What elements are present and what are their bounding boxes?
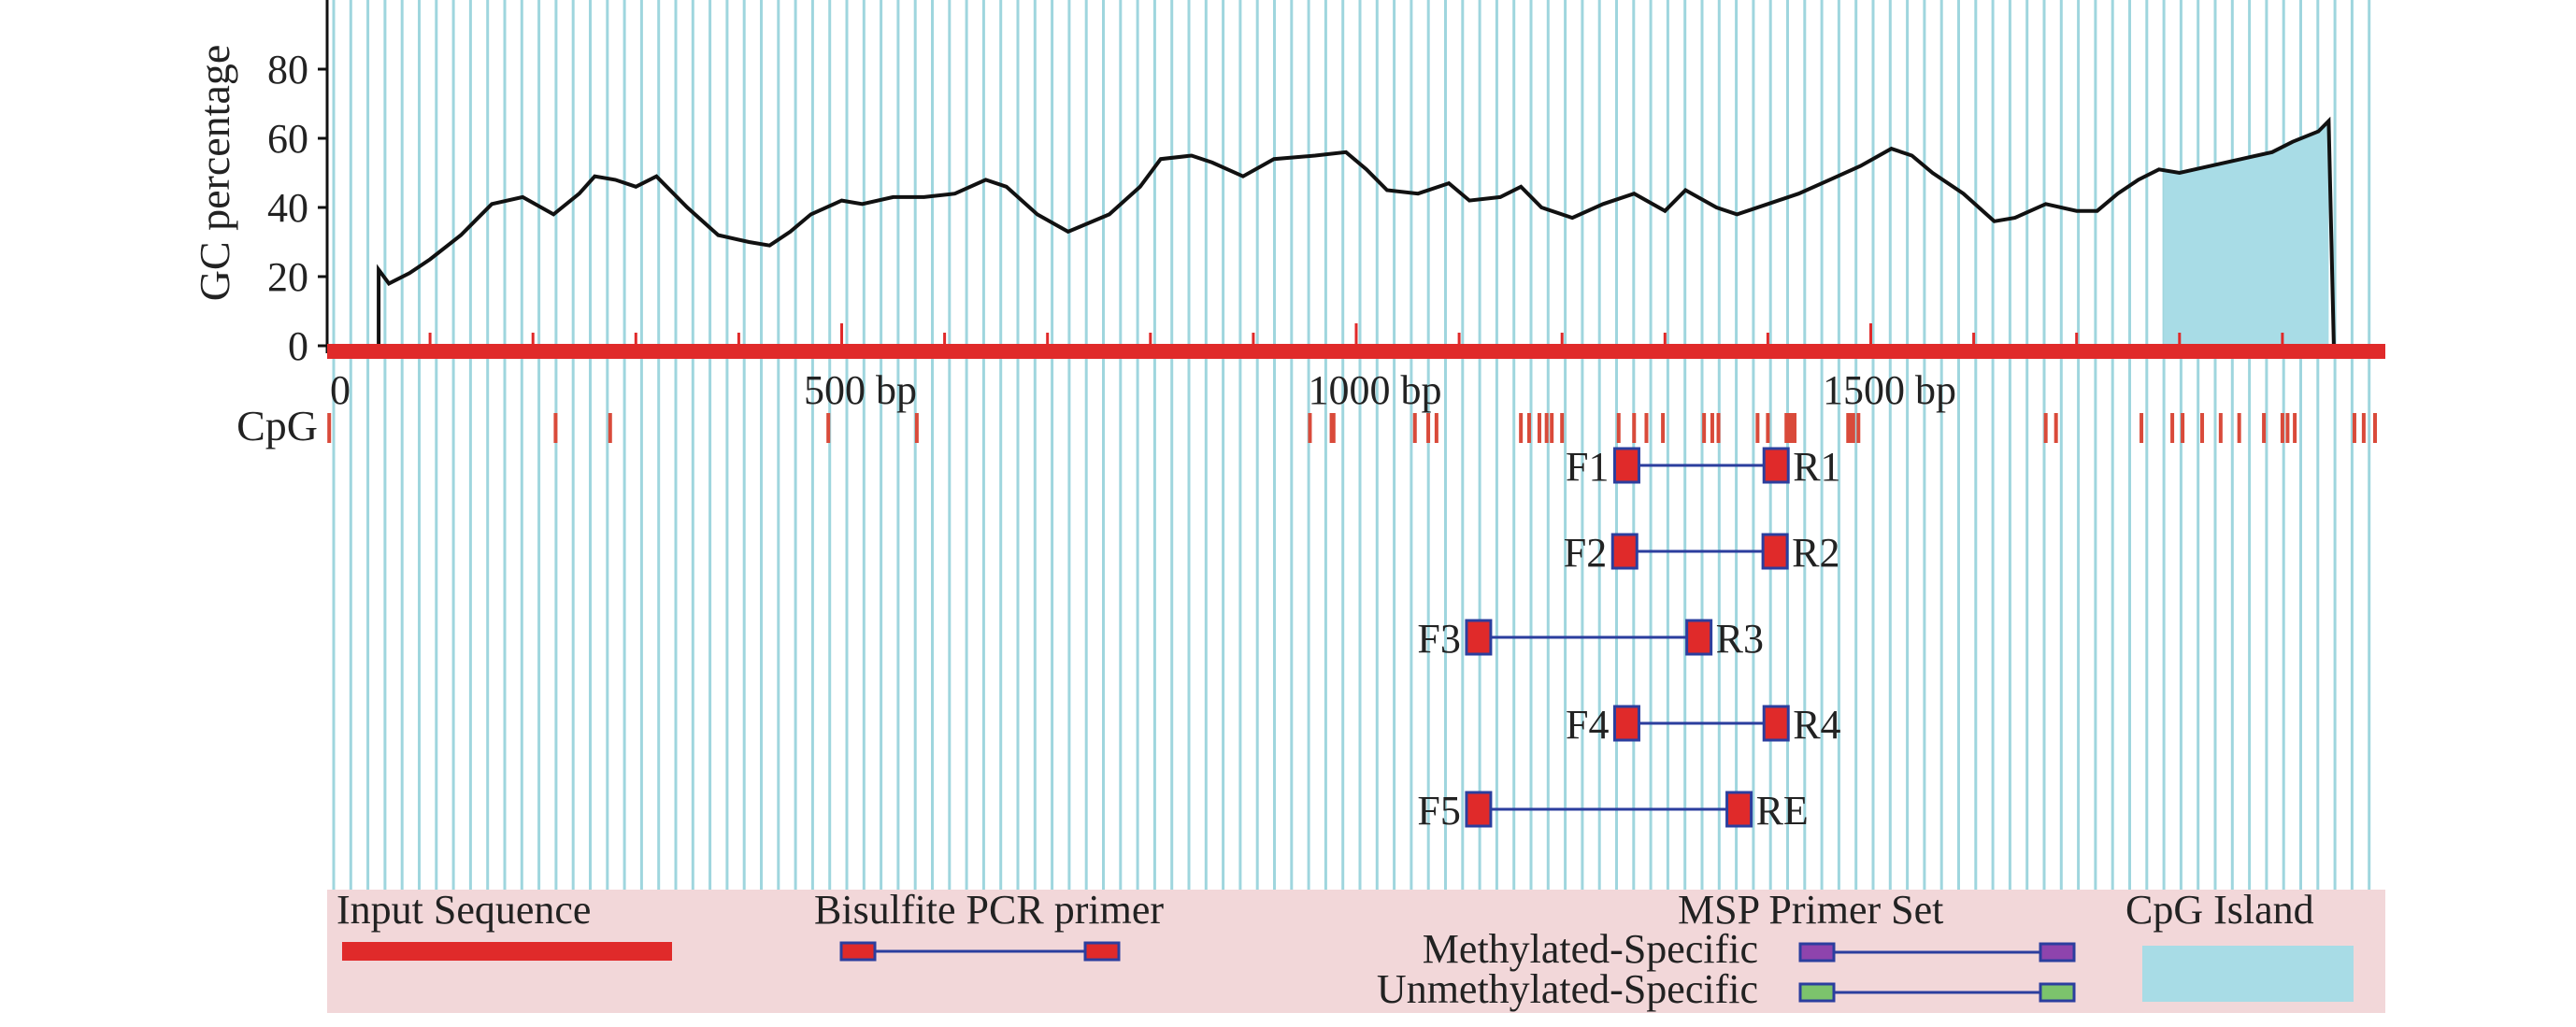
legend-bisulfite-primer-right bbox=[1083, 941, 1121, 962]
reverse-primer-label: R2 bbox=[1792, 530, 1839, 576]
x-tick-label: 0 bbox=[330, 367, 351, 413]
forward-primer-label: F2 bbox=[1564, 530, 1607, 576]
reverse-primer-box bbox=[1725, 791, 1753, 828]
legend-cpg-island-label: CpG Island bbox=[2125, 887, 2314, 933]
legend-unmethylated-label: Unmethylated-Specific bbox=[1377, 966, 1758, 1012]
forward-primer-box bbox=[1612, 705, 1640, 742]
forward-primer-box bbox=[1612, 447, 1640, 484]
reverse-primer-box bbox=[1761, 533, 1789, 570]
reverse-primer-box bbox=[1762, 447, 1790, 484]
primer-pair: F4 R4 bbox=[1566, 702, 1841, 748]
y-axis-label: GC percentage bbox=[191, 45, 238, 302]
legend-input-sequence-label: Input Sequence bbox=[336, 887, 591, 933]
reverse-primer-label: RE bbox=[1756, 788, 1809, 834]
forward-primer-label: F3 bbox=[1417, 616, 1460, 662]
background-grid bbox=[332, 0, 2371, 890]
legend-methylated-left bbox=[1798, 942, 1836, 963]
x-tick-label: 1500 bp bbox=[1823, 367, 1956, 413]
forward-primer-box bbox=[1465, 619, 1493, 656]
forward-primer-label: F4 bbox=[1566, 702, 1609, 748]
y-tick-label: 60 bbox=[267, 116, 308, 162]
forward-primer-box bbox=[1610, 533, 1639, 570]
legend-unmethylated-right bbox=[2039, 982, 2076, 1003]
primer-pair: F3 R3 bbox=[1417, 616, 1764, 662]
input-sequence-bar bbox=[327, 344, 2385, 359]
primer-tracks: F1 R1 F2 R2 F3 R3 F4 R4 F5 RE bbox=[1417, 444, 1840, 834]
cpg-island-area bbox=[2164, 121, 2329, 346]
x-tick-label: 1000 bp bbox=[1309, 367, 1442, 413]
gc-content-line bbox=[377, 116, 2336, 347]
primer-pair: F1 R1 bbox=[1566, 444, 1841, 490]
y-tick-label: 40 bbox=[267, 185, 308, 231]
cpg-island-fill bbox=[2164, 121, 2329, 346]
primer-pair: F2 R2 bbox=[1564, 530, 1840, 576]
reverse-primer-label: R3 bbox=[1716, 616, 1764, 662]
legend-unmethylated-left bbox=[1798, 982, 1836, 1003]
forward-primer-label: F5 bbox=[1417, 788, 1460, 834]
legend-bisulfite-primer-label: Bisulfite PCR primer bbox=[814, 887, 1164, 933]
forward-primer-box bbox=[1465, 791, 1493, 828]
reverse-primer-box bbox=[1762, 705, 1790, 742]
legend-cpg-island-swatch bbox=[2142, 946, 2354, 1002]
legend-bisulfite-primer-left bbox=[839, 941, 877, 962]
cpg-sites-track bbox=[327, 413, 2377, 443]
y-tick-label: 80 bbox=[267, 47, 308, 93]
forward-primer-label: F1 bbox=[1566, 444, 1609, 490]
legend-methylated-label: Methylated-Specific bbox=[1423, 926, 1758, 972]
reverse-primer-label: R4 bbox=[1793, 702, 1840, 748]
gc-plot bbox=[377, 116, 2336, 347]
legend: Input Sequence Bisulfite PCR primer MSP … bbox=[327, 887, 2385, 1013]
reverse-primer-label: R1 bbox=[1793, 444, 1840, 490]
primer-pair: F5 RE bbox=[1417, 788, 1808, 834]
legend-msp-title: MSP Primer Set bbox=[1678, 887, 1943, 933]
reverse-primer-box bbox=[1685, 619, 1713, 656]
y-tick-label: 20 bbox=[267, 254, 308, 300]
x-tick-label: 500 bp bbox=[804, 367, 917, 413]
legend-input-sequence-bar bbox=[342, 942, 672, 961]
legend-methylated-right bbox=[2039, 942, 2076, 963]
cpg-row-label: CpG bbox=[236, 402, 318, 449]
axes: 0 20 40 60 80 0 500 bp 1000 bp 1500 bp bbox=[267, 0, 2385, 413]
y-tick-label: 0 bbox=[288, 323, 308, 369]
